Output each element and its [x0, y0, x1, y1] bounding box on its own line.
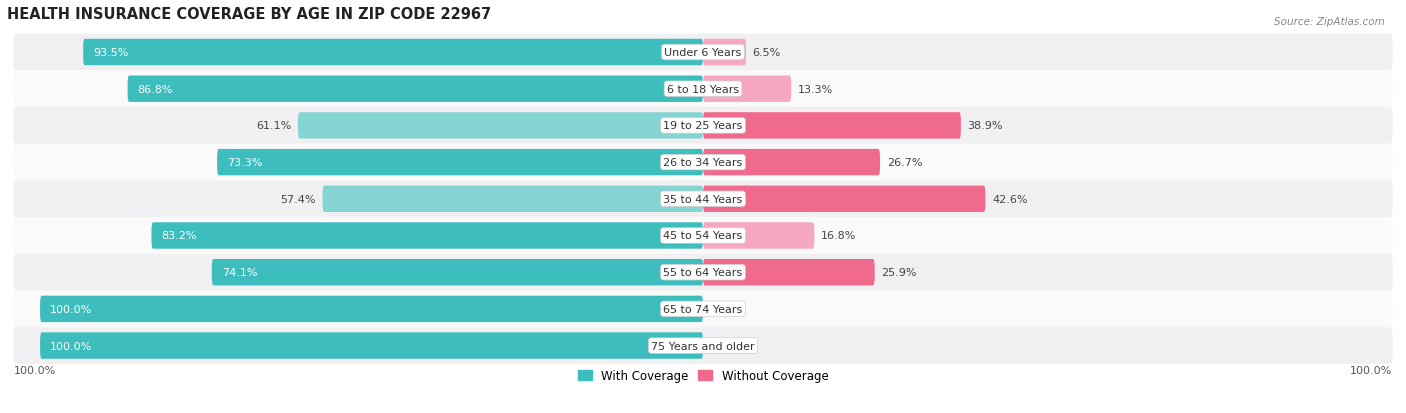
FancyBboxPatch shape	[703, 223, 814, 249]
FancyBboxPatch shape	[128, 76, 703, 103]
Text: 55 to 64 Years: 55 to 64 Years	[664, 268, 742, 278]
Text: HEALTH INSURANCE COVERAGE BY AGE IN ZIP CODE 22967: HEALTH INSURANCE COVERAGE BY AGE IN ZIP …	[7, 7, 491, 22]
Text: 100.0%: 100.0%	[51, 341, 93, 351]
Text: 38.9%: 38.9%	[967, 121, 1002, 131]
Text: 0.0%: 0.0%	[710, 304, 738, 314]
Text: 42.6%: 42.6%	[993, 195, 1028, 204]
FancyBboxPatch shape	[13, 218, 1393, 254]
Text: 57.4%: 57.4%	[280, 195, 316, 204]
FancyBboxPatch shape	[217, 150, 703, 176]
FancyBboxPatch shape	[13, 71, 1393, 108]
FancyBboxPatch shape	[212, 259, 703, 286]
Text: 6.5%: 6.5%	[752, 48, 780, 58]
FancyBboxPatch shape	[703, 150, 880, 176]
FancyBboxPatch shape	[83, 40, 703, 66]
FancyBboxPatch shape	[13, 108, 1393, 145]
Text: 61.1%: 61.1%	[256, 121, 291, 131]
FancyBboxPatch shape	[322, 186, 703, 213]
Text: 73.3%: 73.3%	[226, 158, 263, 168]
Text: 86.8%: 86.8%	[138, 85, 173, 95]
Text: 45 to 54 Years: 45 to 54 Years	[664, 231, 742, 241]
Legend: With Coverage, Without Coverage: With Coverage, Without Coverage	[572, 364, 834, 387]
Text: Source: ZipAtlas.com: Source: ZipAtlas.com	[1274, 17, 1385, 26]
FancyBboxPatch shape	[13, 35, 1393, 71]
FancyBboxPatch shape	[298, 113, 703, 139]
Text: 75 Years and older: 75 Years and older	[651, 341, 755, 351]
Text: 93.5%: 93.5%	[93, 48, 128, 58]
FancyBboxPatch shape	[13, 145, 1393, 181]
Text: 16.8%: 16.8%	[821, 231, 856, 241]
FancyBboxPatch shape	[703, 76, 792, 103]
FancyBboxPatch shape	[41, 332, 703, 359]
Text: 35 to 44 Years: 35 to 44 Years	[664, 195, 742, 204]
Text: 19 to 25 Years: 19 to 25 Years	[664, 121, 742, 131]
FancyBboxPatch shape	[13, 291, 1393, 328]
Text: 26 to 34 Years: 26 to 34 Years	[664, 158, 742, 168]
Text: 100.0%: 100.0%	[1350, 365, 1392, 375]
Text: 83.2%: 83.2%	[162, 231, 197, 241]
Text: 26.7%: 26.7%	[887, 158, 922, 168]
FancyBboxPatch shape	[703, 113, 960, 139]
Text: 100.0%: 100.0%	[51, 304, 93, 314]
FancyBboxPatch shape	[703, 186, 986, 213]
FancyBboxPatch shape	[41, 296, 703, 322]
Text: 65 to 74 Years: 65 to 74 Years	[664, 304, 742, 314]
Text: 13.3%: 13.3%	[797, 85, 832, 95]
Text: 6 to 18 Years: 6 to 18 Years	[666, 85, 740, 95]
FancyBboxPatch shape	[152, 223, 703, 249]
Text: Under 6 Years: Under 6 Years	[665, 48, 741, 58]
FancyBboxPatch shape	[13, 328, 1393, 364]
Text: 74.1%: 74.1%	[222, 268, 257, 278]
Text: 0.0%: 0.0%	[710, 341, 738, 351]
FancyBboxPatch shape	[13, 181, 1393, 218]
Text: 25.9%: 25.9%	[882, 268, 917, 278]
FancyBboxPatch shape	[703, 40, 747, 66]
FancyBboxPatch shape	[703, 259, 875, 286]
FancyBboxPatch shape	[13, 254, 1393, 291]
Text: 100.0%: 100.0%	[14, 365, 56, 375]
